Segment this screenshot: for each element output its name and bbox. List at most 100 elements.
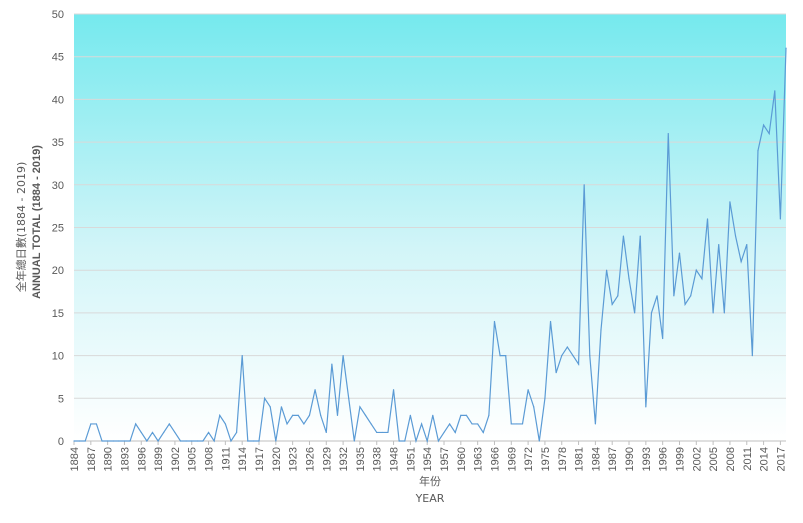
data-point (325, 431, 327, 434)
data-point (252, 440, 254, 442)
x-tick-label: 1923 (288, 447, 300, 471)
x-tick-label: 1929 (321, 447, 333, 471)
data-point (555, 372, 557, 374)
x-tick-label: 1890 (103, 447, 115, 471)
data-points (73, 47, 787, 442)
data-point (398, 440, 400, 442)
data-point (617, 295, 619, 297)
x-tick-label: 1938 (372, 447, 384, 471)
y-axis-title-en: ANNUAL TOTAL (1884 - 2019) (31, 145, 43, 299)
data-point (235, 431, 238, 434)
data-point (123, 440, 126, 442)
data-point (84, 440, 86, 442)
data-point (331, 363, 333, 365)
x-tick-label: 2002 (691, 447, 703, 471)
data-point (297, 414, 299, 416)
x-tick-label: 2014 (759, 447, 771, 471)
data-point (454, 431, 456, 434)
data-point (420, 423, 423, 425)
data-point (392, 389, 395, 391)
data-point (163, 431, 165, 434)
data-point (264, 397, 266, 399)
data-point (118, 440, 120, 442)
data-point (471, 423, 473, 425)
x-tick-label: 1893 (119, 447, 131, 471)
data-point (308, 414, 311, 416)
data-point (701, 278, 703, 280)
data-point (90, 423, 92, 425)
x-tick-label: 1972 (523, 447, 535, 471)
data-point (196, 440, 198, 442)
data-point (376, 431, 378, 434)
data-point (774, 90, 776, 92)
data-point (129, 440, 131, 442)
x-tick-label: 2005 (708, 447, 720, 471)
y-tick-label: 50 (52, 9, 64, 21)
data-point (533, 406, 535, 408)
data-point (437, 440, 440, 442)
data-point (280, 406, 283, 408)
data-point (549, 320, 552, 323)
data-point (718, 243, 720, 246)
data-point (589, 355, 591, 357)
x-tick-label: 1990 (624, 447, 636, 471)
x-tick-label: 1914 (237, 447, 249, 471)
data-point (292, 414, 294, 416)
data-point (185, 440, 187, 442)
data-point (628, 278, 630, 280)
data-point (740, 261, 742, 263)
data-point (409, 414, 411, 416)
data-point (432, 414, 434, 416)
data-point (381, 431, 383, 434)
data-point (684, 303, 686, 305)
x-tick-label: 1932 (338, 447, 350, 471)
y-tick-label: 30 (52, 180, 64, 192)
data-point (516, 423, 518, 425)
x-tick-label: 1951 (405, 447, 417, 471)
data-point (695, 269, 697, 271)
data-point (415, 440, 417, 442)
y-tick-label: 20 (52, 265, 64, 277)
data-point (639, 235, 641, 237)
data-point (538, 440, 540, 442)
data-point (443, 431, 445, 434)
x-tick-label: 1984 (590, 447, 602, 471)
data-point (387, 431, 389, 434)
x-tick-label: 1935 (355, 447, 367, 471)
x-tick-label: 1948 (389, 447, 401, 471)
data-point (751, 355, 753, 357)
data-point (179, 440, 182, 442)
data-point (213, 440, 215, 442)
data-point (723, 312, 725, 314)
data-point (342, 355, 344, 357)
data-point (275, 440, 277, 442)
series-line (74, 48, 787, 444)
data-point (247, 440, 249, 442)
data-point (482, 431, 484, 434)
x-tick-label: 1957 (439, 447, 451, 471)
data-point (404, 440, 406, 442)
data-point (303, 423, 305, 425)
data-point (151, 431, 154, 434)
x-axis-ticks: 1884 1887 1890 1893 1896 1899 1902 1905 1908 1911… (69, 441, 787, 471)
x-tick-label: 1954 (422, 447, 434, 471)
data-point (594, 423, 596, 425)
data-point (465, 414, 468, 416)
y-tick-label: 15 (52, 308, 64, 320)
x-tick-label: 1960 (456, 447, 468, 471)
data-point (634, 312, 636, 314)
data-point (364, 414, 367, 416)
data-point (527, 389, 529, 391)
data-point (157, 440, 159, 442)
data-point (314, 389, 316, 391)
data-point (583, 184, 585, 186)
x-tick-label: 1911 (220, 447, 232, 471)
x-tick-label: 1896 (136, 447, 148, 471)
data-point (521, 423, 524, 425)
data-point (656, 295, 658, 297)
data-point (566, 346, 568, 348)
data-point (348, 397, 350, 399)
x-axis-title: 年份 (419, 474, 441, 488)
x-tick-label: 2011 (742, 447, 754, 471)
data-point (622, 235, 625, 237)
